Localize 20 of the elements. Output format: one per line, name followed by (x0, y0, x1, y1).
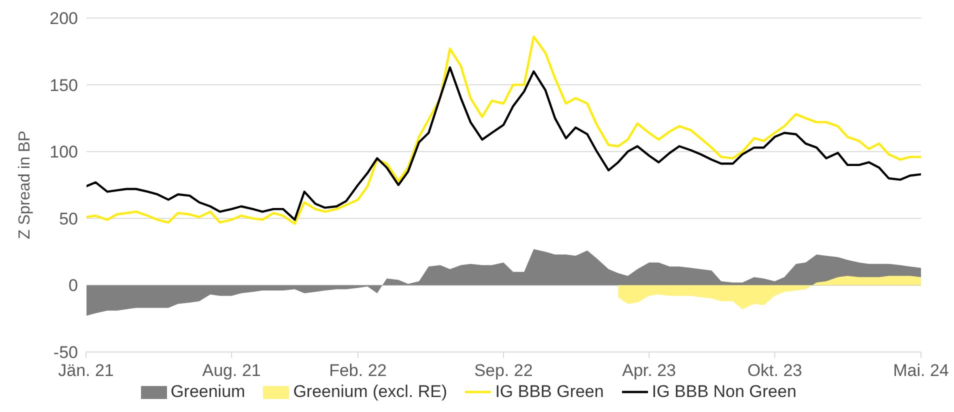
y-tick-label: 0 (68, 276, 78, 296)
y-tick-label: 200 (50, 9, 78, 28)
x-tick-label: Okt. 23 (747, 361, 802, 380)
y-tick-label: 100 (50, 142, 78, 162)
y-tick-label: 50 (59, 209, 78, 228)
x-tick-label: Jän. 21 (58, 361, 114, 380)
y-tick-label: -50 (53, 343, 78, 362)
line-series (86, 66, 921, 221)
legend-label: Greenium (excl. RE) (293, 382, 448, 402)
x-tick-label: Feb. 22 (329, 361, 387, 380)
x-tick-label: Aug. 21 (202, 361, 261, 380)
x-tick-label: Apr. 23 (622, 361, 676, 380)
legend-label: IG BBB Non Green (652, 382, 796, 402)
x-tick-label: Mai. 24 (893, 361, 949, 380)
x-tick-label: Sep. 22 (474, 361, 533, 380)
legend-label: IG BBB Green (495, 382, 604, 402)
y-tick-label: 150 (50, 76, 78, 95)
y-axis-title: Z Spread in BP (16, 130, 34, 240)
line-series (86, 36, 921, 225)
legend-label: Greenium (170, 382, 246, 402)
